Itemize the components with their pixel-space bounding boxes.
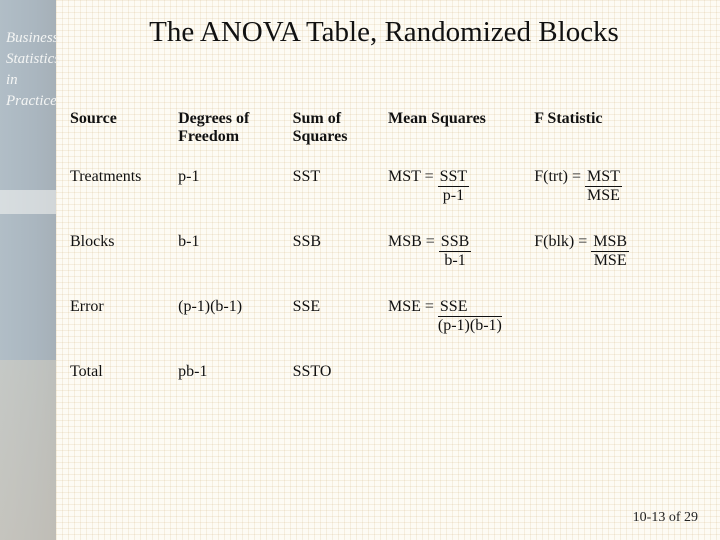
cell-blocks-source: Blocks [66, 229, 174, 294]
anova-table: Source Degrees of Freedom Sum of Squares… [66, 106, 702, 405]
cell-treatments-ms: MST = SST p-1 [384, 164, 530, 229]
cell-treatments-f: F(trt) = MST MSE [530, 164, 702, 229]
spine-title: Business Statistics in Practice [6, 28, 50, 112]
treatments-ms-num: SST [438, 168, 470, 187]
blocks-ms-num: SSB [439, 233, 471, 252]
cell-blocks-ms: MSB = SSB b-1 [384, 229, 530, 294]
header-ms: Mean Squares [384, 106, 530, 164]
spine-line-2: Statistics [6, 49, 50, 70]
blocks-ms-lhs: MSB = [388, 233, 435, 251]
header-source: Source [66, 106, 174, 164]
treatments-ms-den: p-1 [438, 187, 470, 205]
spine-line-3: in Practice [6, 70, 50, 112]
blocks-f-den: MSE [591, 252, 629, 270]
table-row-total: Total pb-1 SSTO [66, 359, 702, 405]
cell-error-ss: SSE [289, 294, 384, 359]
treatments-f-lhs: F(trt) = [534, 168, 581, 186]
book-spine: Business Statistics in Practice [0, 0, 56, 540]
spine-white-band [0, 190, 56, 214]
error-ms-fraction: SSE (p-1)(b-1) [438, 298, 502, 335]
blocks-f-fraction: MSB MSE [591, 233, 629, 270]
cell-blocks-ss: SSB [289, 229, 384, 294]
cell-treatments-ss: SST [289, 164, 384, 229]
table-header-row: Source Degrees of Freedom Sum of Squares… [66, 106, 702, 164]
header-ss: Sum of Squares [289, 106, 384, 164]
page-title: The ANOVA Table, Randomized Blocks [66, 14, 702, 50]
treatments-ms-fraction: SST p-1 [438, 168, 470, 205]
page-number: 10-13 of 29 [633, 510, 698, 526]
cell-error-source: Error [66, 294, 174, 359]
cell-error-f [530, 294, 702, 359]
error-ms-den: (p-1)(b-1) [438, 317, 502, 335]
table-row-treatments: Treatments p-1 SST MST = SST p-1 F(trt) … [66, 164, 702, 229]
cell-blocks-df: b-1 [174, 229, 288, 294]
table-row-error: Error (p-1)(b-1) SSE MSE = SSE (p-1)(b-1… [66, 294, 702, 359]
cell-treatments-df: p-1 [174, 164, 288, 229]
blocks-f-num: MSB [591, 233, 629, 252]
treatments-f-fraction: MST MSE [585, 168, 622, 205]
blocks-ms-fraction: SSB b-1 [439, 233, 471, 270]
cell-total-source: Total [66, 359, 174, 405]
treatments-ms-lhs: MST = [388, 168, 434, 186]
cell-total-ms [384, 359, 530, 405]
table-row-blocks: Blocks b-1 SSB MSB = SSB b-1 F(blk) = [66, 229, 702, 294]
cell-error-df: (p-1)(b-1) [174, 294, 288, 359]
cell-blocks-f: F(blk) = MSB MSE [530, 229, 702, 294]
cell-error-ms: MSE = SSE (p-1)(b-1) [384, 294, 530, 359]
treatments-f-num: MST [585, 168, 622, 187]
spine-bottom-band [0, 360, 56, 540]
header-f: F Statistic [530, 106, 702, 164]
cell-total-df: pb-1 [174, 359, 288, 405]
header-df: Degrees of Freedom [174, 106, 288, 164]
spine-line-1: Business [6, 28, 50, 49]
cell-total-ss: SSTO [289, 359, 384, 405]
slide-content: The ANOVA Table, Randomized Blocks Sourc… [56, 0, 720, 540]
blocks-ms-den: b-1 [439, 252, 471, 270]
blocks-f-lhs: F(blk) = [534, 233, 587, 251]
error-ms-num: SSE [438, 298, 502, 317]
cell-treatments-source: Treatments [66, 164, 174, 229]
error-ms-lhs: MSE = [388, 298, 434, 316]
treatments-f-den: MSE [585, 187, 622, 205]
cell-total-f [530, 359, 702, 405]
